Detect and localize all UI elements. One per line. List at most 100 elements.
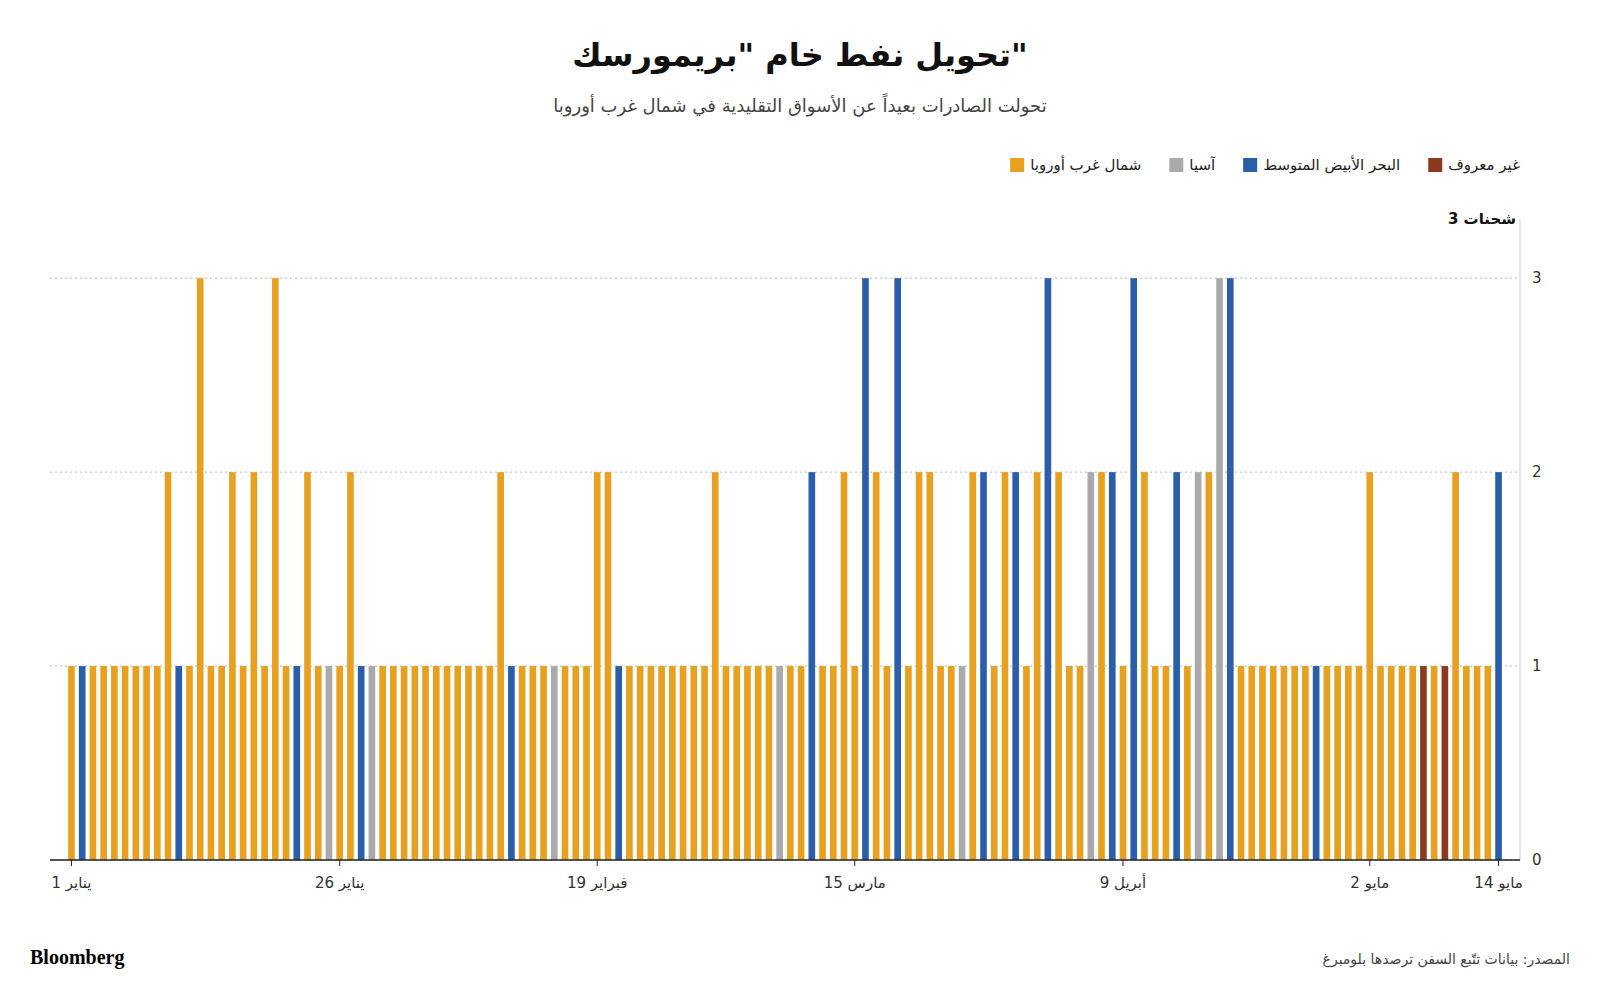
bar xyxy=(1055,472,1062,860)
x-tick-label: 19 فبراير xyxy=(567,874,627,892)
x-tick-label: 15 مارس xyxy=(824,874,886,892)
bar xyxy=(90,666,97,860)
x-tick xyxy=(1369,860,1370,866)
bar xyxy=(369,666,376,860)
bar xyxy=(1442,666,1449,860)
x-axis-line xyxy=(50,859,1520,861)
bar xyxy=(959,666,966,860)
bar xyxy=(787,666,794,860)
x-tick xyxy=(71,860,72,866)
bar xyxy=(1184,666,1191,860)
legend-label: آسيا xyxy=(1189,156,1216,174)
bar xyxy=(111,666,118,860)
bar xyxy=(1002,472,1009,860)
bar xyxy=(1152,666,1159,860)
bar xyxy=(905,666,912,860)
bar xyxy=(1302,666,1309,860)
bar xyxy=(551,666,558,860)
grid-line xyxy=(50,472,1520,473)
bar xyxy=(605,472,612,860)
bar xyxy=(454,666,461,860)
legend-swatch xyxy=(1428,158,1442,172)
bar xyxy=(1120,666,1127,860)
bar xyxy=(401,666,408,860)
annotation: المصدر: بيانات تتّبع السفن ترصدها بلومبر… xyxy=(1323,951,1570,968)
x-tick-label: 9 أبريل xyxy=(1100,873,1146,892)
bar xyxy=(218,666,225,860)
bar xyxy=(1495,472,1502,860)
subtitle: تحولت الصادرات بعيداً عن الأسواق التقليد… xyxy=(553,93,1047,117)
bar xyxy=(701,666,708,860)
x-tick xyxy=(1122,860,1123,866)
x-tick xyxy=(854,860,855,866)
bar xyxy=(594,472,601,860)
bar xyxy=(798,666,805,860)
bar xyxy=(229,472,236,860)
bar xyxy=(422,666,429,860)
bar xyxy=(1045,278,1052,860)
legend-item: شمال غرب أوروبا xyxy=(1010,155,1141,174)
x-tick xyxy=(339,860,340,866)
x-tick xyxy=(597,860,598,866)
bar xyxy=(497,472,504,860)
bar xyxy=(1227,278,1234,860)
bar xyxy=(1452,472,1459,860)
bar xyxy=(1012,472,1019,860)
bar xyxy=(293,666,300,860)
legend: شمال غرب أوروبا آسيا البحر الأبيض المتوسط غ… xyxy=(1010,155,1520,174)
grid-line xyxy=(50,860,1520,861)
bar xyxy=(851,666,858,860)
bar xyxy=(873,472,880,860)
bar xyxy=(79,666,86,860)
bar xyxy=(530,666,537,860)
bar xyxy=(1248,666,1255,860)
legend-item: غير معروف xyxy=(1428,156,1520,174)
bar xyxy=(240,666,247,860)
legend-label: البحر الأبيض المتوسط xyxy=(1263,155,1400,174)
bar xyxy=(562,666,569,860)
bar xyxy=(937,666,944,860)
grid xyxy=(50,278,1520,860)
bar xyxy=(669,666,676,860)
bar xyxy=(1366,472,1373,860)
bar xyxy=(969,472,976,860)
bar xyxy=(197,278,204,860)
bar xyxy=(583,666,590,860)
bar xyxy=(991,666,998,860)
bar xyxy=(733,666,740,860)
bar xyxy=(894,278,901,860)
bar xyxy=(68,666,75,860)
bar xyxy=(1087,472,1094,860)
bar xyxy=(1066,666,1073,860)
legend-item: آسيا xyxy=(1169,156,1216,174)
bar xyxy=(744,666,751,860)
bar xyxy=(1206,472,1213,860)
bar xyxy=(776,666,783,860)
bar xyxy=(1270,666,1277,860)
bar xyxy=(390,666,397,860)
bar xyxy=(1356,666,1363,860)
bar xyxy=(143,666,150,860)
bar xyxy=(1109,472,1116,860)
bar xyxy=(1281,666,1288,860)
bar xyxy=(1163,666,1170,860)
y-tick-label: 1 xyxy=(1532,657,1542,675)
bar xyxy=(1484,666,1491,860)
bar xyxy=(133,666,140,860)
bar xyxy=(154,666,161,860)
bar xyxy=(626,666,633,860)
bar xyxy=(251,472,258,860)
bars xyxy=(68,278,1502,860)
bar xyxy=(336,666,343,860)
bar xyxy=(680,666,687,860)
x-tick-label: 14 مايو xyxy=(1474,874,1522,892)
bar xyxy=(1034,472,1041,860)
bar xyxy=(1409,666,1416,860)
annotation: Bloomberg xyxy=(30,946,124,969)
bar xyxy=(927,472,934,860)
chart: تحويل نفط خام "بريمورسك"تحولت الصادرات ب… xyxy=(0,0,1600,988)
bar xyxy=(347,472,354,860)
bar xyxy=(712,472,719,860)
bar xyxy=(980,472,987,860)
bar xyxy=(540,666,547,860)
